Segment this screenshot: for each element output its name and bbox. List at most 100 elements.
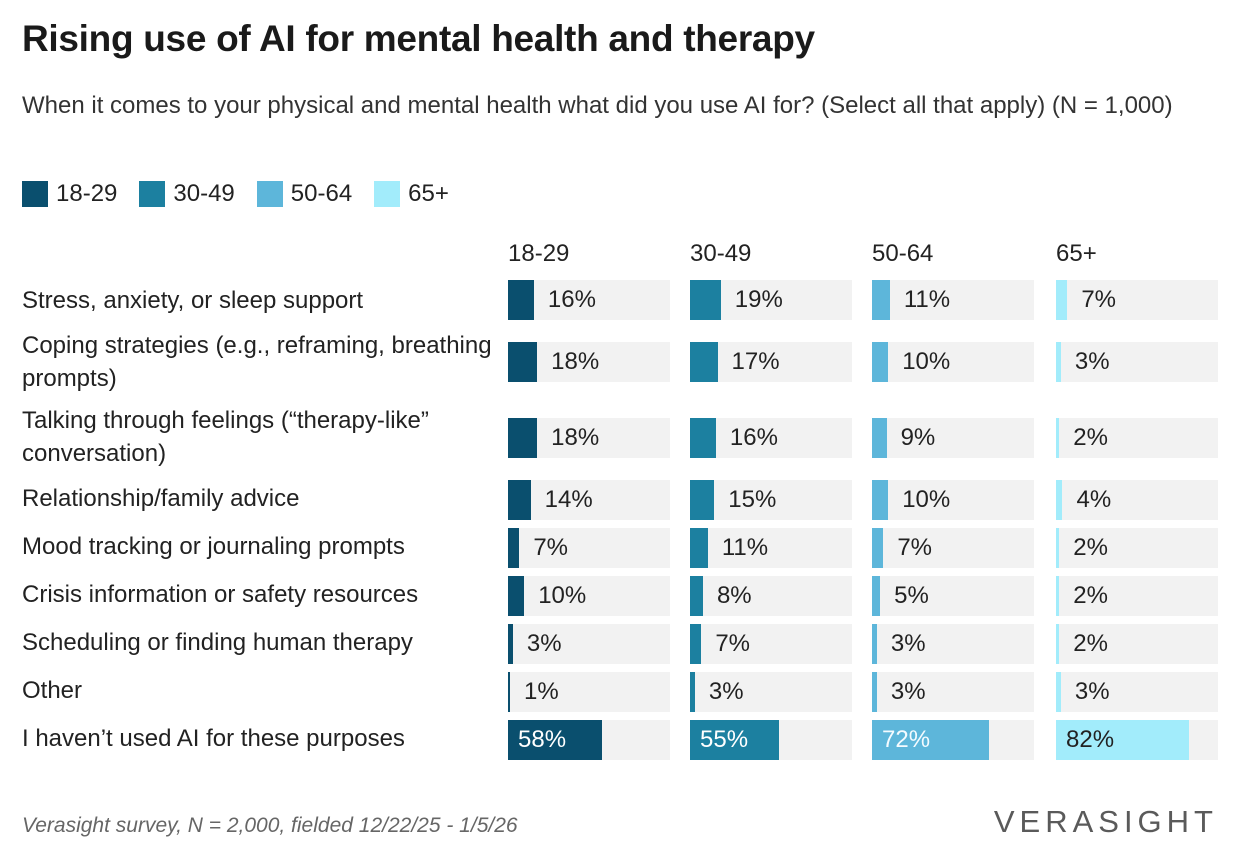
legend-item-65: 65+ <box>374 180 449 208</box>
bar-65 <box>1056 672 1061 712</box>
bar-50-64 <box>872 280 890 320</box>
data-label: 9% <box>900 424 936 451</box>
bar-18-29 <box>508 280 534 320</box>
row-label: Talking through feelings (“therapy-like”… <box>22 407 429 467</box>
bar-track: 19% <box>690 280 852 320</box>
data-label: 18% <box>551 424 600 451</box>
bar-30-49 <box>690 528 708 568</box>
source-note: Verasight survey, N = 2,000, fielded 12/… <box>22 814 518 837</box>
data-label: 3% <box>526 630 562 657</box>
bar-track: 1% <box>508 672 670 712</box>
data-label: 2% <box>1073 534 1108 561</box>
data-label: 3% <box>1074 348 1110 375</box>
data-label: 10% <box>902 486 951 513</box>
bar-30-49 <box>690 280 721 320</box>
legend-swatch-65 <box>374 181 401 207</box>
data-label: 17% <box>731 348 780 375</box>
row-label: Scheduling or finding human therapy <box>22 629 413 656</box>
data-label: 3% <box>890 630 926 657</box>
data-label: 16% <box>547 286 596 313</box>
bar-track: 3% <box>1056 342 1218 382</box>
bar-track: 18% <box>508 342 670 382</box>
data-label: 3% <box>708 678 744 705</box>
data-label: 58% <box>518 726 567 753</box>
legend-label: 65+ <box>408 180 449 207</box>
bar-18-29 <box>508 624 513 664</box>
column-header-18-29: 18-29 <box>508 240 570 267</box>
data-label: 55% <box>700 726 749 753</box>
bar-65 <box>1056 280 1068 320</box>
bar-track: 82% <box>1056 720 1218 760</box>
row-label: Relationship/family advice <box>22 485 300 512</box>
bar-track: 72% <box>872 720 1034 760</box>
bar-track: 2% <box>1056 528 1218 568</box>
bar-track: 10% <box>872 342 1034 382</box>
data-label: 18% <box>551 348 600 375</box>
bar-30-49 <box>690 480 715 520</box>
bar-track: 55% <box>690 720 852 760</box>
row-label: Other <box>22 677 83 704</box>
bar-18-29 <box>508 342 538 382</box>
bar-30-49 <box>690 342 718 382</box>
bar-track: 9% <box>872 418 1034 458</box>
bar-18-29 <box>508 672 510 712</box>
data-label: 7% <box>715 630 751 657</box>
legend: 18-29 30-49 50-64 65+ <box>22 180 471 208</box>
bar-track: 15% <box>690 480 852 520</box>
bar-track: 2% <box>1056 624 1218 664</box>
bar-65 <box>1056 720 1189 760</box>
bar-track: 17% <box>690 342 852 382</box>
bar-track: 58% <box>508 720 670 760</box>
bar-30-49 <box>690 720 780 760</box>
bar-track: 3% <box>508 624 670 664</box>
bar-65 <box>1056 418 1060 458</box>
bar-50-64 <box>872 528 884 568</box>
bar-track: 7% <box>508 528 670 568</box>
legend-swatch-30-49 <box>139 181 166 207</box>
bar-track: 7% <box>690 624 852 664</box>
bar-65 <box>1056 624 1060 664</box>
bar-65 <box>1056 528 1060 568</box>
row-label: Crisis information or safety resources <box>22 581 419 608</box>
bar-50-64 <box>872 672 877 712</box>
bar-65 <box>1056 480 1063 520</box>
data-label: 2% <box>1073 582 1108 609</box>
bar-30-49 <box>690 418 716 458</box>
bar-track: 3% <box>690 672 852 712</box>
bar-track: 7% <box>872 528 1034 568</box>
legend-swatch-18-29 <box>22 181 48 207</box>
data-label: 3% <box>890 678 926 705</box>
bar-50-64 <box>872 480 889 520</box>
row-label: Stress, anxiety, or sleep support <box>22 287 364 314</box>
bar-30-49 <box>690 624 702 664</box>
bar-50-64 <box>872 576 881 616</box>
data-label: 2% <box>1073 424 1108 451</box>
data-label: 10% <box>902 348 951 375</box>
bar-50-64 <box>872 624 877 664</box>
bar-track: 3% <box>872 672 1034 712</box>
legend-label: 30-49 <box>173 180 235 207</box>
row-label: Coping strategies (e.g., reframing, brea… <box>22 332 492 392</box>
data-label: 7% <box>1081 286 1117 313</box>
legend-item-18-29: 18-29 <box>22 180 117 208</box>
data-label: 11% <box>721 534 769 561</box>
bar-track: 14% <box>508 480 670 520</box>
data-label: 7% <box>897 534 933 561</box>
bar-18-29 <box>508 528 520 568</box>
chart-title: Rising use of AI for mental health and t… <box>22 18 815 59</box>
bar-track: 3% <box>1056 672 1218 712</box>
data-label: 3% <box>1074 678 1110 705</box>
data-label: 15% <box>728 486 777 513</box>
bar-18-29 <box>508 576 525 616</box>
row-label: Mood tracking or journaling prompts <box>22 533 405 560</box>
bar-track: 4% <box>1056 480 1218 520</box>
data-label: 72% <box>882 726 931 753</box>
data-label: 2% <box>1073 630 1108 657</box>
bar-track: 11% <box>872 280 1034 320</box>
bar-track: 8% <box>690 576 852 616</box>
bar-track: 2% <box>1056 418 1218 458</box>
data-label: 82% <box>1066 726 1115 753</box>
data-label: 11% <box>903 286 951 313</box>
bar-track: 5% <box>872 576 1034 616</box>
chart-subtitle: When it comes to your physical and menta… <box>22 92 1173 119</box>
